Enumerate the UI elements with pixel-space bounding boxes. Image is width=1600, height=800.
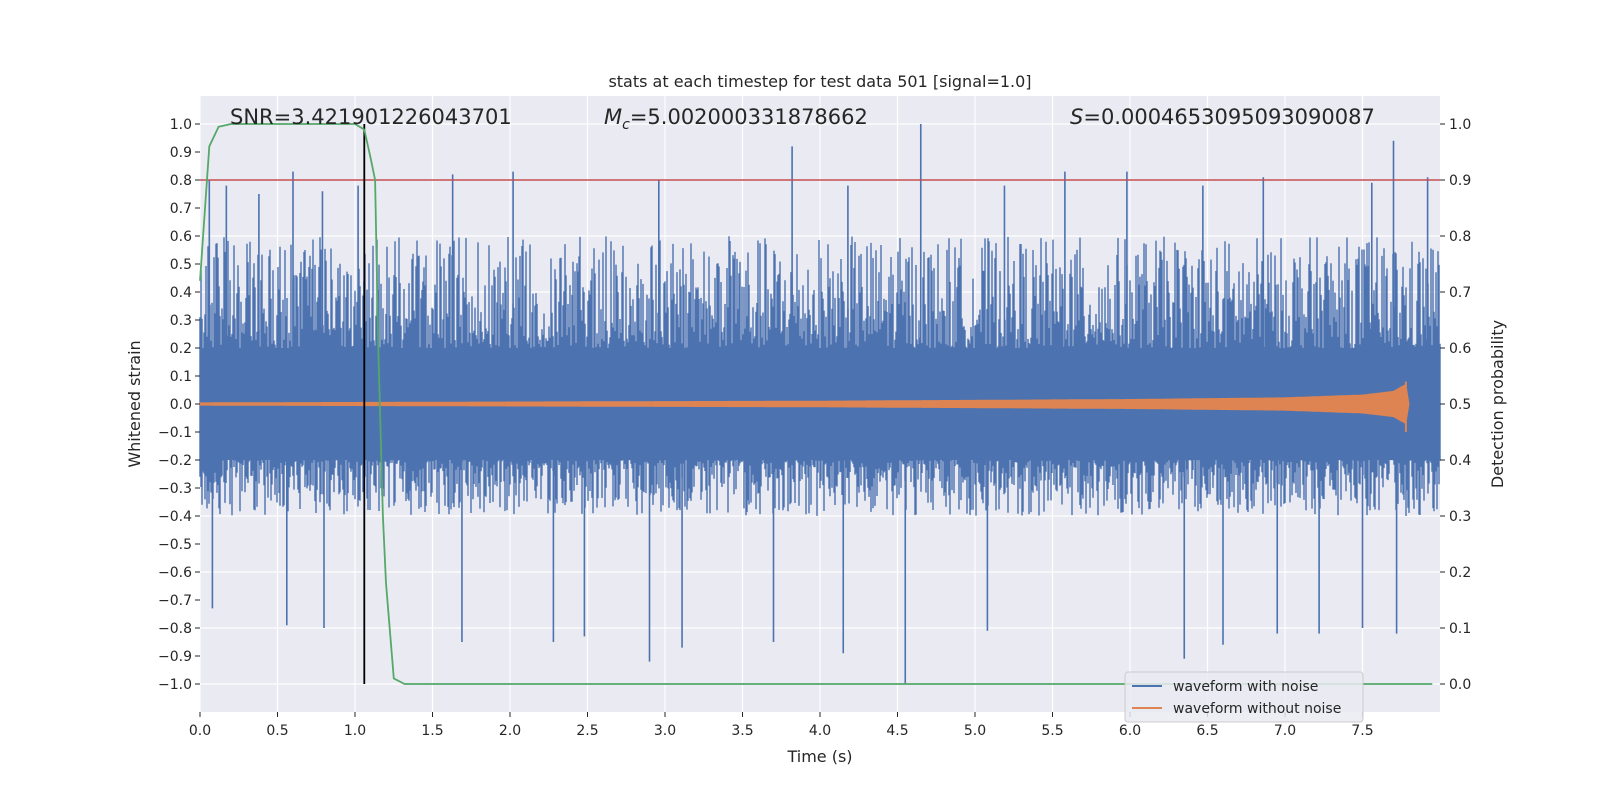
- y-tick-label: 1.0: [170, 117, 192, 133]
- annotation-s: S=0.0004653095093090087: [1070, 105, 1375, 129]
- y-tick-label: −0.4: [158, 509, 192, 525]
- y-tick-label: 0.1: [170, 369, 192, 385]
- x-axis-label: Time (s): [786, 747, 852, 766]
- y-tick-label: 0.2: [170, 341, 192, 357]
- y2-tick-label: 0.3: [1449, 509, 1471, 525]
- x-tick-label: 2.5: [576, 723, 598, 739]
- y-tick-label: −0.2: [158, 453, 192, 469]
- probability-line: [199, 123, 1433, 685]
- x-tick-label: 4.0: [809, 723, 831, 739]
- y-tick-label: −0.3: [158, 481, 192, 497]
- y2-tick-label: 0.0: [1449, 677, 1471, 693]
- y-tick-label: −0.9: [158, 649, 192, 665]
- y-tick-label: −0.6: [158, 565, 192, 581]
- y2-tick-label: 0.7: [1449, 285, 1471, 301]
- y2-tick-label: 0.1: [1449, 621, 1471, 637]
- legend: waveform with noise waveform without noi…: [1124, 671, 1364, 723]
- y-tick-label: −0.8: [158, 621, 192, 637]
- x-tick-label: 0.0: [189, 723, 211, 739]
- y2-tick-label: 0.6: [1449, 341, 1471, 357]
- annotation-chirp-mass: Mc=5.002000331878662: [604, 105, 868, 133]
- x-tick-label: 5.5: [1041, 723, 1063, 739]
- x-tick-label: 6.5: [1196, 723, 1218, 739]
- y2-tick-label: 0.9: [1449, 173, 1471, 189]
- y2-tick-label: 1.0: [1449, 117, 1471, 133]
- y-tick-label: −0.7: [158, 593, 192, 609]
- legend-label-noise: waveform with noise: [1173, 679, 1318, 695]
- y2-tick-label: 0.2: [1449, 565, 1471, 581]
- series-detection-probability: [199, 123, 1433, 685]
- x-tick-label: 1.5: [421, 723, 443, 739]
- axes: 0.0 0.5 1.0 1.5 2.0 2.5 3.0 3.5 4.0 4.5 5.0 5.5 6.0 6…: [158, 117, 1471, 739]
- y2-axis-label: Detection probability: [1488, 320, 1507, 488]
- x-tick-label: 6.0: [1119, 723, 1141, 739]
- y2-tick-label: 0.8: [1449, 229, 1471, 245]
- chart-title: stats at each timestep for test data 501…: [608, 72, 1031, 91]
- clean-waveform-envelope: [199, 383, 1410, 425]
- legend-label-clean: waveform without noise: [1173, 701, 1341, 717]
- y-tick-label: 0.0: [170, 397, 192, 413]
- y2-tick-label: 0.4: [1449, 453, 1471, 469]
- y-tick-label: 0.3: [170, 313, 192, 329]
- x-tick-label: 3.0: [654, 723, 676, 739]
- x-tick-label: 0.5: [266, 723, 288, 739]
- x-tick-label: 5.0: [964, 723, 986, 739]
- x-tick-label: 4.5: [886, 723, 908, 739]
- x-tick-label: 7.0: [1274, 723, 1296, 739]
- y-tick-label: 0.9: [170, 145, 192, 161]
- legend-box: [1124, 671, 1364, 723]
- y-tick-label: 0.8: [170, 173, 192, 189]
- x-tick-label: 7.5: [1351, 723, 1373, 739]
- y-tick-label: 0.4: [170, 285, 192, 301]
- y-tick-label: −0.1: [158, 425, 192, 441]
- y-tick-label: 0.6: [170, 229, 192, 245]
- y-tick-label: −0.5: [158, 537, 192, 553]
- y2-tick-label: 0.5: [1449, 397, 1471, 413]
- x-tick-label: 3.5: [731, 723, 753, 739]
- y-tick-label: −1.0: [158, 677, 192, 693]
- annotation-snr: SNR=3.421901226043701: [230, 105, 512, 129]
- overlays: [200, 124, 1440, 684]
- y-tick-label: 0.5: [170, 257, 192, 273]
- x-tick-label: 2.0: [499, 723, 521, 739]
- series-waveform-without-noise: [199, 381, 1410, 432]
- y-axis-label: Whitened strain: [125, 340, 144, 467]
- y-tick-label: 0.7: [170, 201, 192, 217]
- x-tick-label: 1.0: [344, 723, 366, 739]
